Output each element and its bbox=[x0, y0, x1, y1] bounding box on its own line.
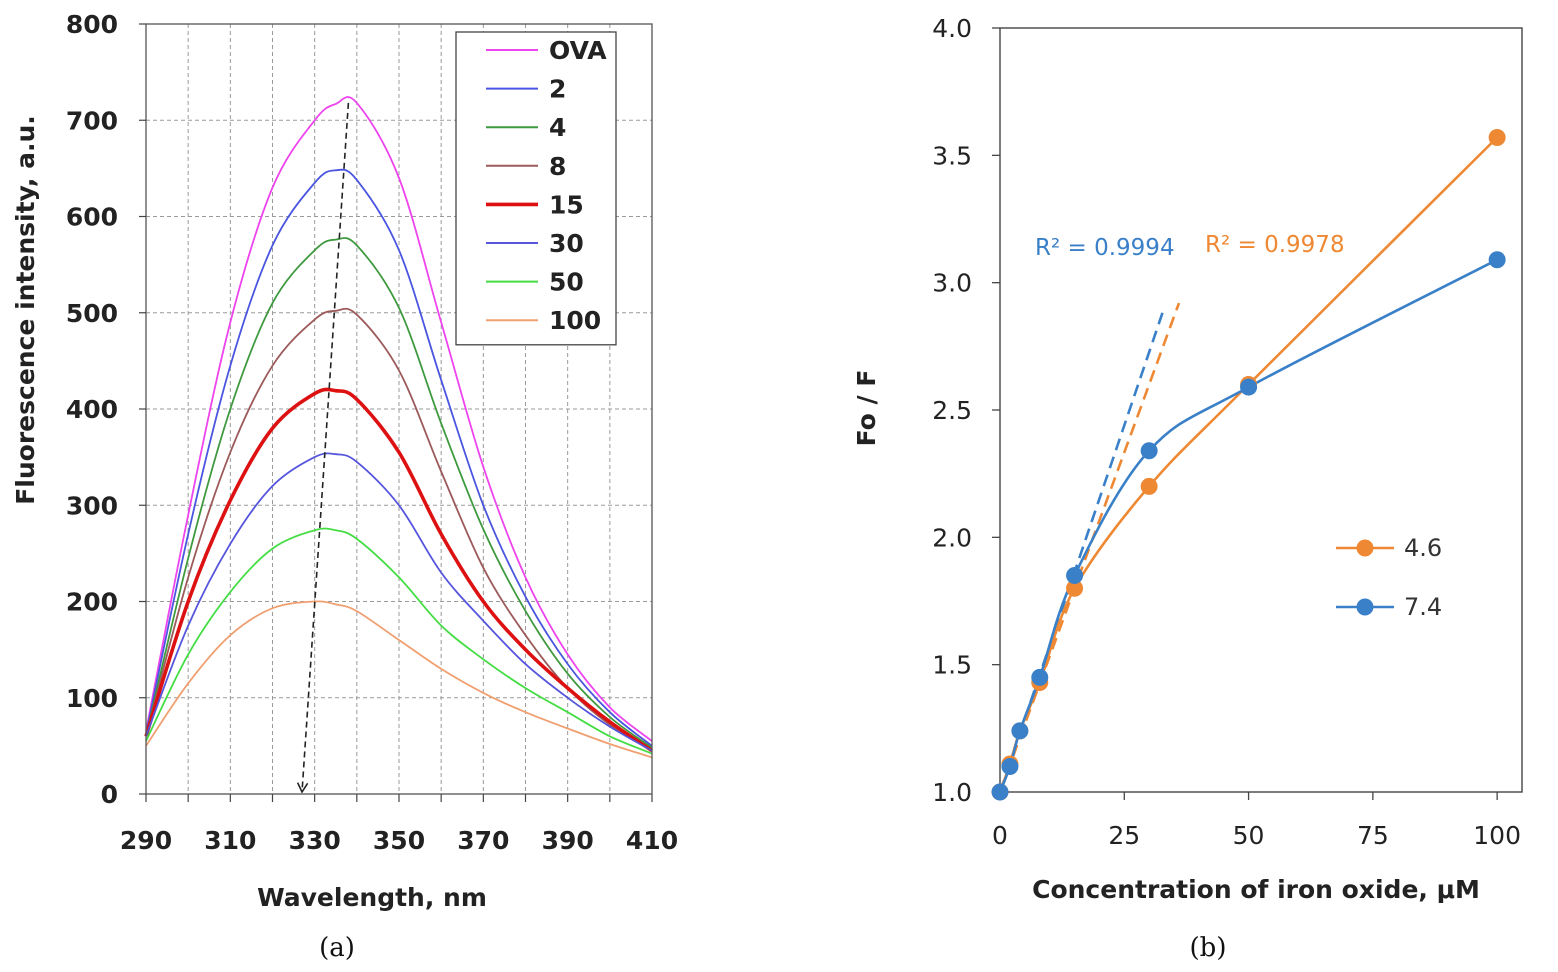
chart-b-axes bbox=[999, 27, 1523, 793]
chart-b-r2-label-4.6: R² = 0.9978 bbox=[1205, 232, 1345, 258]
chart-b-point-7.4 bbox=[991, 783, 1009, 801]
chart-a-xtick-label: 310 bbox=[204, 826, 256, 855]
chart-b-series bbox=[991, 129, 1506, 801]
chart-b-legend-label: 4.6 bbox=[1404, 534, 1442, 562]
chart-b-ytick-label: 4.0 bbox=[932, 14, 972, 43]
chart-b-legend-marker-7.4 bbox=[1356, 598, 1374, 616]
chart-a-xtick-label: 290 bbox=[120, 826, 172, 855]
chart-a-legend-label: 4 bbox=[549, 113, 566, 142]
chart-a-xlabel: Wavelength, nm bbox=[257, 883, 487, 912]
chart-a-ticks: 0 100 200 300 400 500 600 700 800 290 310 330 350 370… bbox=[66, 10, 678, 855]
chart-a-series-line-50 bbox=[145, 527, 653, 755]
chart-b-ytick-label: 1.0 bbox=[932, 778, 972, 807]
chart-a-series-line-100 bbox=[145, 600, 653, 759]
chart-a-xtick-label: 350 bbox=[373, 826, 425, 855]
chart-b-xtick-label: 75 bbox=[1357, 821, 1389, 850]
chart-a-ytick-label: 700 bbox=[66, 106, 118, 135]
chart-b-xtick-label: 100 bbox=[1473, 821, 1521, 850]
chart-b-ytick-label: 3.0 bbox=[932, 269, 972, 298]
chart-b-xlabel: Concentration of iron oxide, μM bbox=[1032, 875, 1480, 904]
chart-a-series-line-OVA bbox=[145, 96, 653, 742]
chart-b-r2-label-7.4: R² = 0.9994 bbox=[1035, 235, 1175, 261]
chart-a-panel-label: (a) bbox=[319, 933, 355, 963]
chart-b-ytick-label: 1.5 bbox=[932, 651, 972, 680]
chart-b-xtick-label: 0 bbox=[992, 821, 1008, 850]
chart-b-point-4.6 bbox=[1488, 129, 1506, 147]
chart-a-legend-label: 15 bbox=[549, 190, 584, 219]
chart-b-xtick-label: 50 bbox=[1233, 821, 1265, 850]
chart-b-ytick-label: 2.0 bbox=[932, 523, 972, 552]
chart-b-ytick-label: 3.5 bbox=[932, 141, 972, 170]
chart-a-series-line-15 bbox=[144, 387, 654, 753]
chart-b-legend-marker-4.6 bbox=[1356, 539, 1374, 557]
chart-b-point-4.6 bbox=[1140, 477, 1158, 495]
chart-b-plot-frame bbox=[999, 27, 1523, 793]
chart-a-xtick-label: 410 bbox=[626, 826, 678, 855]
chart-b-point-7.4 bbox=[1488, 251, 1506, 269]
chart-a-series-line-30 bbox=[145, 452, 653, 752]
chart-b-point-7.4 bbox=[1140, 442, 1158, 460]
chart-a-ytick-label: 400 bbox=[66, 395, 118, 424]
chart-a-series bbox=[144, 96, 654, 759]
chart-a-legend-label: 100 bbox=[549, 306, 601, 335]
chart-a-legend-label: 8 bbox=[549, 152, 566, 181]
chart-a: 0 100 200 300 400 500 600 700 800 290 310 330 350 370… bbox=[11, 10, 678, 963]
chart-a-xtick-label: 390 bbox=[542, 826, 594, 855]
chart-a-series-line-2 bbox=[145, 168, 653, 747]
chart-a-shift-arrow bbox=[296, 102, 350, 794]
chart-b-point-7.4 bbox=[1001, 758, 1019, 776]
chart-b-legend-label: 7.4 bbox=[1404, 593, 1442, 621]
chart-b-legend: 4.6 7.4 bbox=[1336, 534, 1442, 621]
chart-b-panel-label: (b) bbox=[1190, 933, 1227, 963]
chart-a-peak-shift-arrow bbox=[296, 102, 350, 794]
chart-a-series-line-8 bbox=[145, 307, 653, 752]
chart-b-xtick-label: 25 bbox=[1108, 821, 1140, 850]
chart-a-ytick-label: 800 bbox=[66, 10, 118, 39]
chart-b-ytick-label: 2.5 bbox=[932, 396, 972, 425]
chart-a-ytick-label: 100 bbox=[66, 684, 118, 713]
chart-b-ylabel: Fo / F bbox=[852, 370, 881, 447]
chart-b-series-line-7.4 bbox=[998, 258, 1498, 793]
chart-a-legend-label: 2 bbox=[549, 75, 566, 104]
chart-a-ytick-label: 200 bbox=[66, 588, 118, 617]
chart-a-legend-label: 50 bbox=[549, 268, 584, 297]
chart-b-point-4.6 bbox=[1066, 579, 1084, 597]
chart-b-point-7.4 bbox=[1031, 668, 1049, 686]
chart-a-legend: OVA 2 4 8 15 30 50 100 bbox=[455, 31, 617, 346]
chart-a-xtick-label: 370 bbox=[457, 826, 509, 855]
chart-a-ytick-label: 500 bbox=[66, 299, 118, 328]
chart-a-ylabel: Fluorescence intensity, a.u. bbox=[11, 115, 40, 505]
chart-a-legend-label: 30 bbox=[549, 229, 584, 258]
chart-b-point-7.4 bbox=[1011, 722, 1029, 740]
chart-b-fit-line-4.6 bbox=[998, 302, 1181, 793]
chart-a-ytick-label: 300 bbox=[66, 491, 118, 520]
chart-b-ticks: 1.0 1.5 2.0 2.5 3.0 3.5 4.0 0 25 50 75 100 bbox=[932, 14, 1521, 850]
chart-b-point-7.4 bbox=[1066, 567, 1084, 585]
chart-b: 1.0 1.5 2.0 2.5 3.0 3.5 4.0 0 25 50 75 100 R² = 0.9… bbox=[852, 14, 1523, 963]
chart-a-legend-box bbox=[455, 31, 617, 346]
chart-a-series-line-4 bbox=[145, 237, 653, 749]
chart-a-xtick-label: 330 bbox=[289, 826, 341, 855]
chart-a-ytick-label: 600 bbox=[66, 203, 118, 232]
chart-a-legend-label: OVA bbox=[549, 36, 607, 65]
chart-b-point-7.4 bbox=[1240, 378, 1258, 396]
chart-a-ytick-label: 0 bbox=[101, 780, 118, 809]
